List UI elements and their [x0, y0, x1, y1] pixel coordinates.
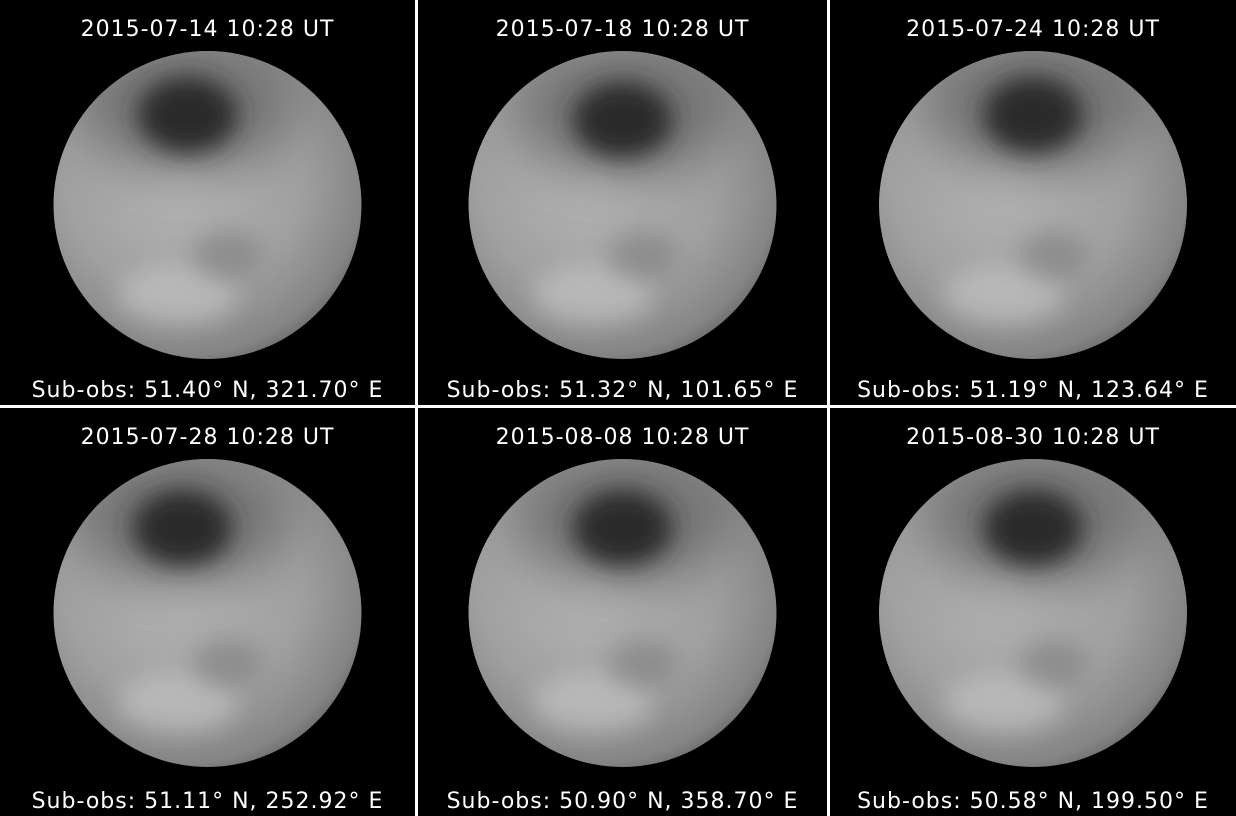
panel: 2015-07-28 10:28 UT Sub-obs: 51.11° N, 25… [0, 408, 415, 816]
panel: 2015-08-30 10:28 UT Sub-obs: 50.58° N, 19… [830, 408, 1236, 816]
subobs-label: Sub-obs: 51.32° N, 101.65° E [447, 378, 799, 403]
date-label: 2015-07-14 10:28 UT [81, 17, 335, 42]
moon-features [512, 459, 733, 733]
subobs-label: Sub-obs: 51.40° N, 321.70° E [32, 378, 384, 403]
gray-patch [1018, 230, 1088, 280]
moon-features [77, 51, 298, 325]
gray-patch [192, 638, 263, 688]
dark-pole [572, 82, 673, 158]
date-label: 2015-07-18 10:28 UT [496, 17, 750, 42]
date-label: 2015-08-08 10:28 UT [496, 425, 750, 450]
dark-pole [137, 77, 238, 153]
gray-patch [192, 230, 263, 280]
dark-pole [572, 490, 673, 566]
subobs-label: Sub-obs: 51.11° N, 252.92° E [32, 789, 384, 814]
dark-pole [132, 490, 233, 566]
subobs-label: Sub-obs: 50.58° N, 199.50° E [857, 789, 1209, 814]
moon-features [923, 51, 1143, 325]
panel: 2015-07-18 10:28 UT Sub-obs: 51.32° N, 10… [418, 0, 827, 405]
light-patch [943, 673, 1063, 733]
subobs-label: Sub-obs: 51.19° N, 123.64° E [857, 378, 1209, 403]
gray-patch [607, 230, 678, 280]
light-patch [117, 673, 238, 733]
light-patch [117, 265, 238, 325]
light-patch [532, 265, 653, 325]
moon-features [72, 459, 293, 733]
moon-features [923, 459, 1143, 733]
panel: 2015-08-08 10:28 UT Sub-obs: 50.90° N, 35… [418, 408, 827, 816]
light-patch [532, 673, 653, 733]
date-label: 2015-08-30 10:28 UT [906, 425, 1160, 450]
date-label: 2015-07-28 10:28 UT [81, 425, 335, 450]
date-label: 2015-07-24 10:28 UT [906, 17, 1160, 42]
gray-patch [607, 638, 678, 688]
gray-patch [1018, 638, 1088, 688]
subobs-label: Sub-obs: 50.90° N, 358.70° E [447, 789, 799, 814]
dark-pole [983, 77, 1083, 153]
light-patch [943, 265, 1063, 325]
panel: 2015-07-24 10:28 UT Sub-obs: 51.19° N, 12… [830, 0, 1236, 405]
panel: 2015-07-14 10:28 UT Sub-obs: 51.40° N, 32… [0, 0, 415, 405]
dark-pole [983, 490, 1083, 566]
moon-features [512, 51, 733, 325]
